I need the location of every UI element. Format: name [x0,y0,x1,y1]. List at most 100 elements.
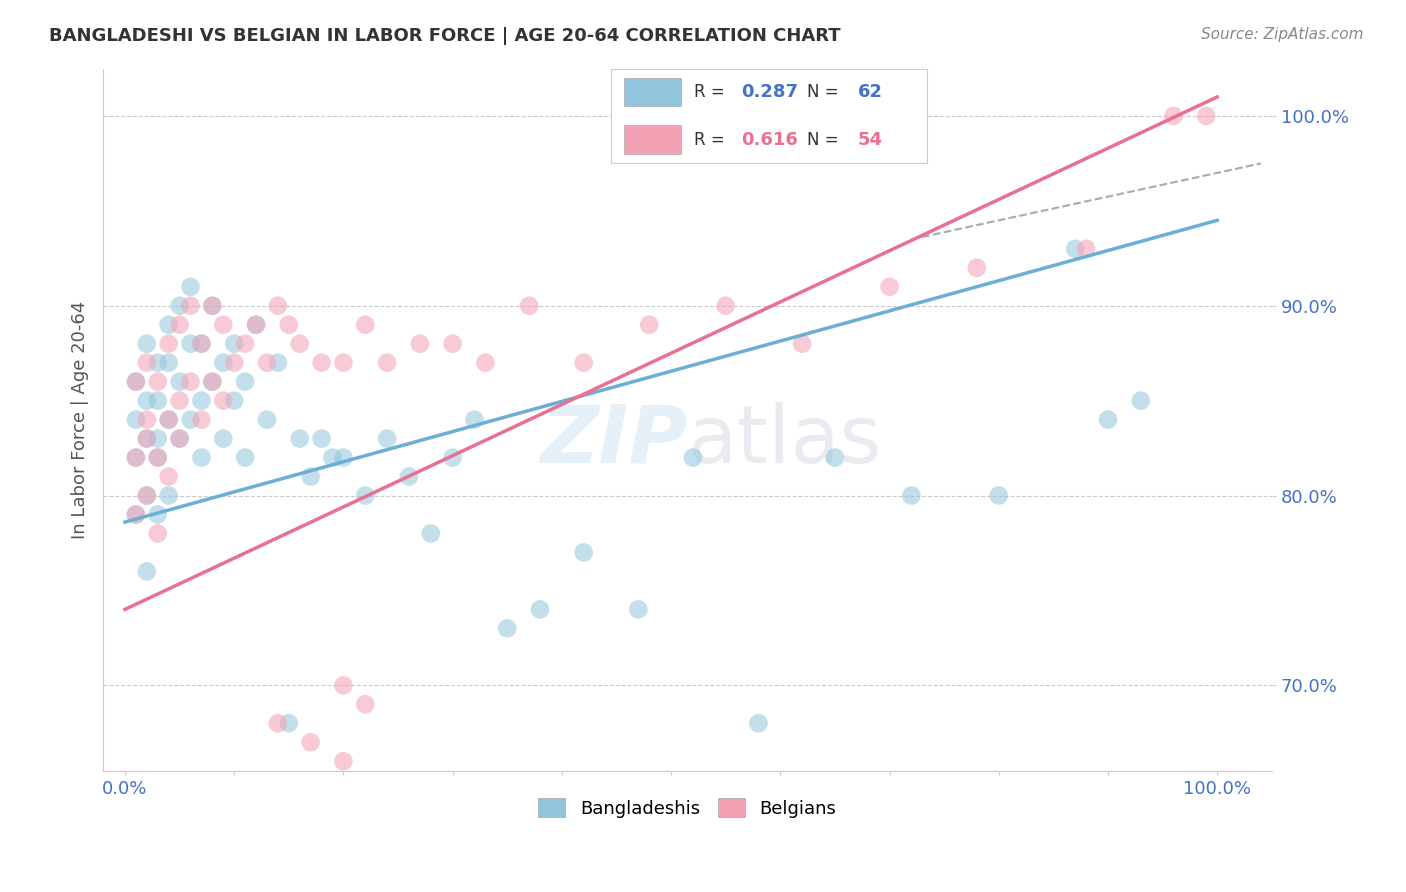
Point [190,393,212,408]
Point [966,260,988,275]
Point [299,469,322,483]
Point [332,754,354,768]
Point [169,375,191,389]
Point [212,356,235,370]
Text: ZIP: ZIP [540,401,688,480]
Point [169,299,191,313]
Point [146,432,169,446]
Point [169,318,191,332]
Point [233,375,256,389]
Point [409,336,432,351]
Y-axis label: In Labor Force | Age 20-64: In Labor Force | Age 20-64 [72,301,89,539]
Point [169,432,191,446]
Point [135,336,157,351]
Point [201,375,224,389]
Point [125,450,148,465]
Point [463,412,485,426]
Point [146,526,169,541]
Point [125,508,148,522]
Point [135,393,157,408]
Point [125,375,148,389]
Point [212,393,235,408]
Point [332,356,354,370]
Point [824,450,846,465]
Point [419,526,441,541]
Point [190,450,212,465]
Point [125,412,148,426]
Point [332,450,354,465]
Point [146,508,169,522]
Point [572,545,595,559]
Text: Source: ZipAtlas.com: Source: ZipAtlas.com [1201,27,1364,42]
Point [1074,242,1097,256]
Point [375,356,398,370]
Point [169,393,191,408]
Point [1163,109,1185,123]
Point [169,432,191,446]
Point [267,299,290,313]
Point [190,412,212,426]
Point [267,716,290,731]
Point [245,318,267,332]
Point [366,773,388,788]
Point [792,336,814,351]
Point [146,450,169,465]
Point [157,412,180,426]
Point [157,356,180,370]
Point [135,489,157,503]
Point [747,716,769,731]
Point [987,489,1010,503]
Point [277,318,299,332]
Point [224,336,246,351]
Point [135,356,157,370]
Point [190,336,212,351]
Point [682,450,704,465]
Point [146,375,169,389]
Point [277,716,299,731]
Point [212,318,235,332]
Point [179,279,201,293]
Point [1097,412,1119,426]
Point [179,375,201,389]
Point [146,356,169,370]
Point [135,412,157,426]
Legend: Bangladeshis, Belgians: Bangladeshis, Belgians [531,791,844,825]
Point [201,299,224,313]
Point [212,432,235,446]
Point [157,489,180,503]
Point [288,336,311,351]
Point [267,356,290,370]
Point [900,489,922,503]
Point [1064,242,1087,256]
Point [201,299,224,313]
Point [256,412,278,426]
Point [375,432,398,446]
Point [125,375,148,389]
Point [311,432,333,446]
Point [714,299,737,313]
Text: BANGLADESHI VS BELGIAN IN LABOR FORCE | AGE 20-64 CORRELATION CHART: BANGLADESHI VS BELGIAN IN LABOR FORCE | … [49,27,841,45]
Point [311,356,333,370]
Point [135,432,157,446]
Point [157,318,180,332]
Point [354,489,377,503]
Point [135,432,157,446]
Point [474,356,496,370]
Point [157,469,180,483]
Point [157,336,180,351]
Point [146,393,169,408]
Point [201,375,224,389]
Text: atlas: atlas [688,401,882,480]
Point [233,450,256,465]
Point [256,356,278,370]
Point [627,602,650,616]
Point [572,356,595,370]
Point [157,412,180,426]
Point [354,698,377,712]
Point [125,450,148,465]
Point [321,450,343,465]
Point [135,565,157,579]
Point [398,469,420,483]
Point [224,356,246,370]
Point [441,336,464,351]
